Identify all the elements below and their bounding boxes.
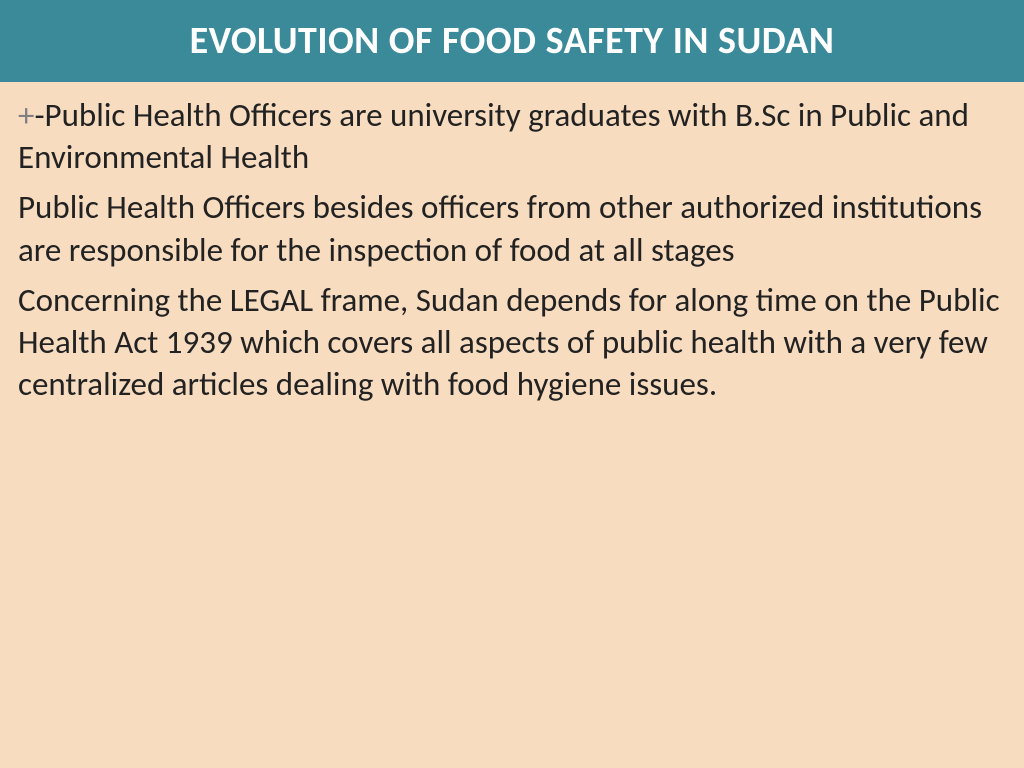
paragraph-3: Concerning the LEGAL frame, Sudan depend… (18, 279, 1000, 406)
plus-icon: + (18, 95, 34, 135)
paragraph-2: Public Health Officers besides officers … (18, 186, 1000, 270)
paragraph-1-text: -Public Health Officers are university g… (18, 95, 969, 177)
title-bar: EVOLUTION OF FOOD SAFETY IN SUDAN (0, 0, 1024, 82)
slide-title: EVOLUTION OF FOOD SAFETY IN SUDAN (0, 18, 1024, 64)
paragraph-1: +-Public Health Officers are university … (18, 94, 1000, 178)
slide-content: +-Public Health Officers are university … (0, 82, 1024, 406)
